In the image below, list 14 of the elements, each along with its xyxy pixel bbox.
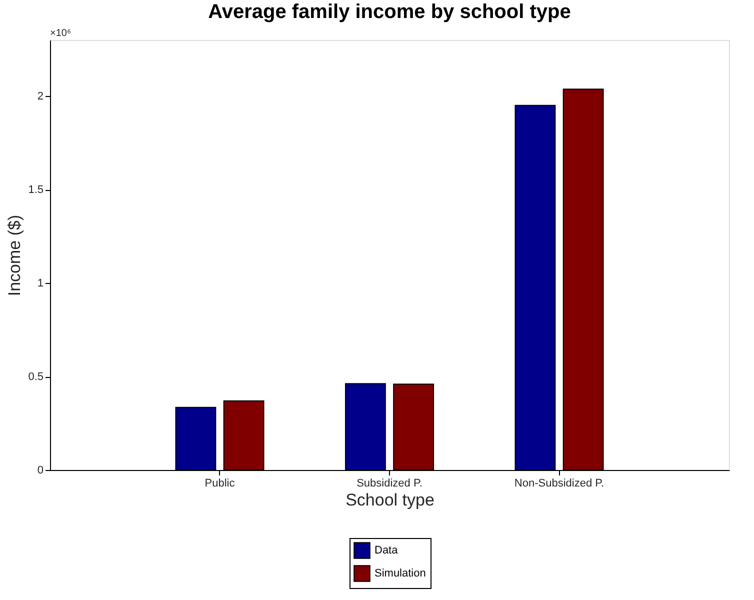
x-tick-label: Non-Subsidized P. (514, 478, 604, 490)
y-axis-title: Income ($) (5, 214, 24, 296)
legend-label: Data (374, 544, 399, 556)
text: ×10⁶ (50, 28, 72, 39)
x-tick-label: Subsidized P. (356, 478, 422, 490)
y-tick-label: 1.5 (28, 184, 44, 196)
x-axis-title: School type (346, 490, 434, 510)
chart-title: Average family income by school type (208, 1, 571, 23)
y-tick-label: 0.5 (28, 371, 44, 384)
x-tick-label: Public (204, 478, 236, 490)
y-tick-label: 2 (37, 90, 44, 103)
y-tick-label: 0 (37, 464, 44, 476)
legend-label: Simulation (374, 568, 426, 580)
y-tick-label: 1 (37, 278, 44, 290)
